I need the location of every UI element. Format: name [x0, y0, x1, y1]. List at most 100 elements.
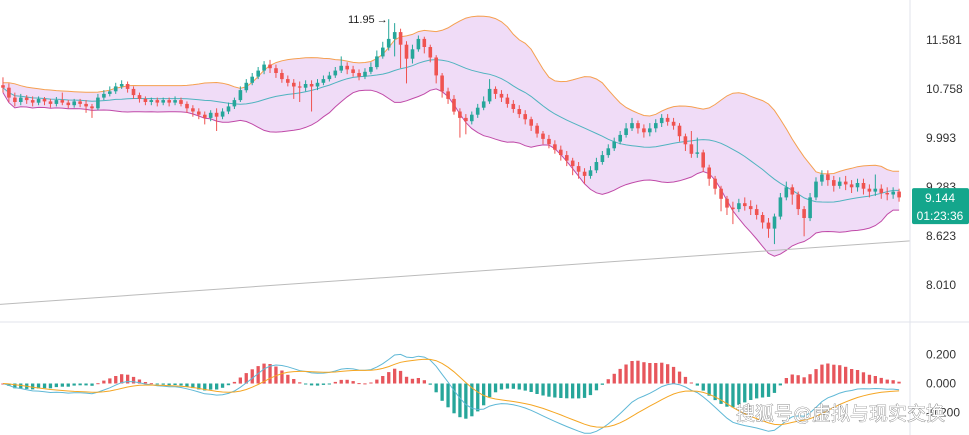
candle-body [345, 65, 349, 70]
candle-body [274, 68, 278, 73]
candle-body [790, 187, 795, 195]
candle-body [885, 193, 889, 195]
candle-body [523, 114, 527, 120]
candle-body [226, 106, 231, 112]
macd-histogram-bar [701, 383, 705, 391]
macd-histogram-bar [137, 379, 142, 384]
macd-histogram-bar [66, 383, 70, 387]
macd-histogram-bar [559, 383, 563, 398]
macd-histogram-bar [96, 383, 100, 385]
candle-body [244, 82, 249, 91]
macd-histogram-bar [375, 379, 379, 384]
macd-histogram-bar [428, 383, 432, 385]
candle-body [879, 188, 884, 193]
macd-histogram-bar [60, 383, 64, 387]
candle-body [398, 32, 403, 45]
macd-histogram-bar [339, 379, 343, 384]
macd-histogram-bar [885, 379, 889, 384]
price-panel[interactable]: 11.95 → [0, 14, 911, 305]
trendline[interactable] [0, 240, 911, 305]
macd-histogram-bar [173, 383, 177, 385]
candle-body [654, 123, 658, 129]
macd-axis[interactable]: 0.200 0.000 -0.200 [926, 348, 960, 420]
macd-histogram-bar [108, 378, 112, 384]
candle-body [428, 47, 433, 58]
macd-histogram-bar [642, 362, 646, 384]
price-axis-tick-label: 11.581 [926, 33, 962, 47]
candle-body [90, 106, 94, 109]
macd-histogram-bar [689, 382, 693, 384]
macd-histogram-bar [440, 383, 444, 401]
macd-histogram-bar [31, 383, 35, 390]
macd-histogram-bar [7, 383, 11, 386]
macd-histogram-bar [398, 370, 403, 384]
macd-histogram-bar [760, 383, 765, 398]
macd-histogram-bar [185, 383, 189, 387]
candle-body [179, 100, 183, 104]
macd-histogram-bar [772, 383, 777, 393]
candle-body [582, 171, 587, 176]
macd-histogram-bar [333, 381, 337, 384]
macd-signal-line [2, 358, 900, 428]
candle-body [102, 93, 106, 98]
candle-body [837, 181, 842, 186]
macd-histogram-bar [72, 383, 76, 386]
macd-histogram-bar [695, 383, 699, 386]
candle-body [78, 101, 82, 104]
macd-histogram-bar [731, 383, 735, 408]
macd-histogram-bar [808, 374, 812, 384]
macd-histogram-bar [630, 361, 634, 384]
macd-histogram-bar [571, 383, 575, 399]
candle-body [648, 128, 652, 133]
candle-body [867, 188, 872, 192]
macd-histogram-bar [648, 363, 652, 384]
macd-histogram-bar [464, 383, 468, 419]
macd-histogram-bar [393, 368, 397, 384]
macd-histogram-bar [861, 372, 866, 384]
macd-histogram-bar [209, 383, 213, 390]
peak-label: 11.95 [348, 14, 375, 26]
macd-axis-tick-label: -0.200 [926, 406, 960, 420]
candle-body [659, 117, 664, 124]
candle-body [303, 84, 308, 88]
macd-histogram-bar [90, 383, 94, 386]
candle-body [386, 38, 391, 48]
macd-histogram-bar [606, 379, 610, 384]
macd-histogram-bar [191, 383, 195, 389]
macd-histogram-bar [612, 373, 616, 384]
candle-body [683, 136, 688, 145]
candle-body [784, 187, 789, 198]
macd-histogram-bar [149, 383, 153, 385]
macd-histogram-bar [660, 362, 664, 384]
candle-body [297, 86, 302, 88]
macd-axis-tick-label: 0.000 [926, 377, 956, 391]
last-price-value: 9.144 [925, 191, 955, 205]
macd-histogram-bar [855, 370, 860, 384]
macd-histogram [1, 360, 901, 419]
candle-body [737, 203, 741, 210]
macd-histogram-bar [387, 372, 391, 384]
macd-histogram-bar [844, 366, 848, 384]
macd-histogram-bar [48, 383, 53, 389]
candle-body [321, 79, 326, 83]
macd-histogram-bar [13, 383, 17, 389]
candle-body [897, 191, 901, 198]
macd-histogram-bar [547, 383, 551, 397]
macd-histogram-bar [155, 383, 159, 385]
macd-histogram-bar [517, 383, 521, 390]
macd-histogram-bar [867, 374, 872, 384]
macd-histogram-bar [250, 369, 254, 384]
candle-body [559, 149, 563, 156]
candle-body [576, 166, 581, 172]
candles [1, 19, 901, 245]
candle-body [143, 98, 148, 102]
candle-body [256, 70, 260, 77]
candle-body [440, 75, 444, 92]
macd-panel[interactable] [1, 353, 901, 434]
macd-histogram-bar [523, 383, 527, 391]
candle-body [197, 111, 201, 115]
macd-histogram-bar [737, 383, 741, 405]
candle-body [547, 138, 551, 145]
